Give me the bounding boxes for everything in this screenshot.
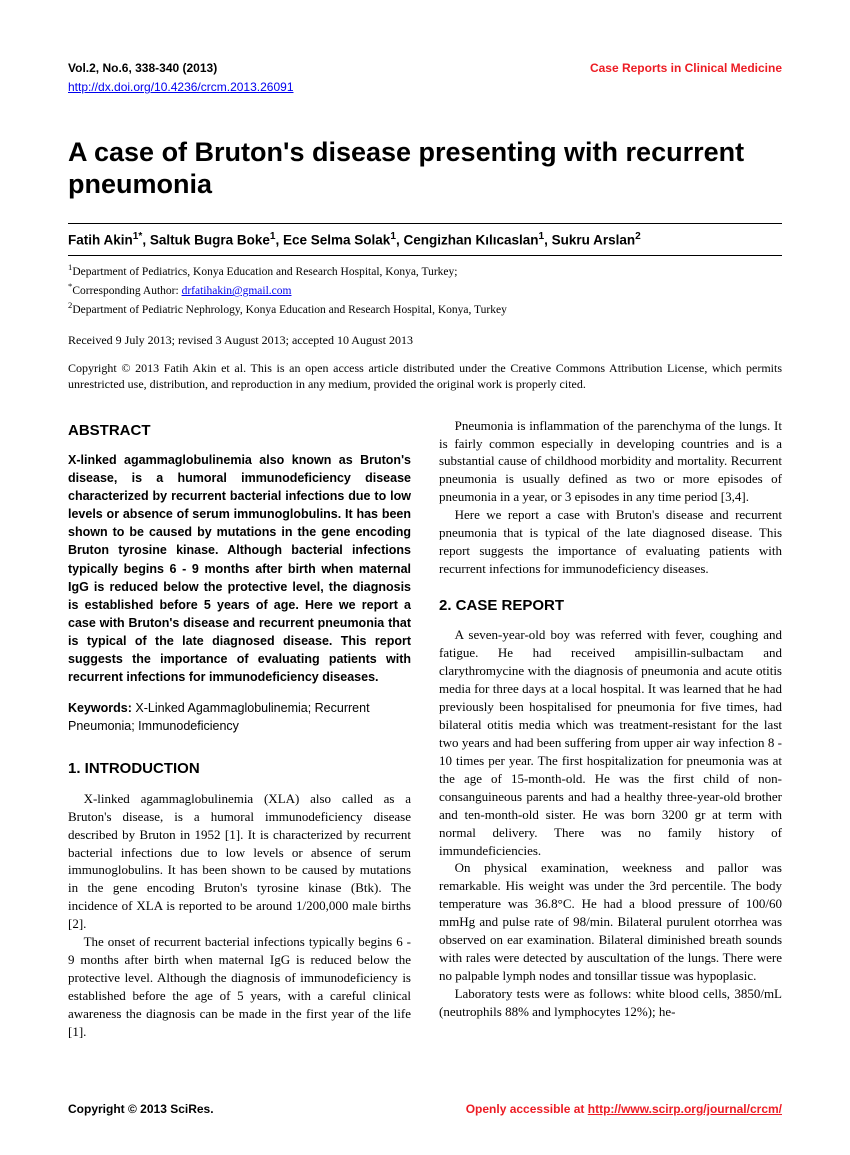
article-title: A case of Bruton's disease presenting wi… [68,136,782,201]
case-report-heading: 2. CASE REPORT [439,596,782,616]
case-paragraph: Laboratory tests were as follows: white … [439,985,782,1021]
affiliation-2: Department of Pediatric Nephrology, Kony… [72,304,507,316]
intro-paragraph: Pneumonia is inflammation of the parench… [439,417,782,507]
case-paragraph: On physical examination, weekness and pa… [439,859,782,985]
journal-name: Case Reports in Clinical Medicine [590,60,782,76]
footer-journal-link[interactable]: http://www.scirp.org/journal/crcm/ [588,1102,782,1116]
corresponding-email-link[interactable]: drfatihakin@gmail.com [182,285,292,297]
intro-heading: 1. INTRODUCTION [68,759,411,779]
footer-open-access: Openly accessible at http://www.scirp.or… [466,1101,782,1117]
abstract-heading: ABSTRACT [68,421,411,441]
authors-line: Fatih Akin1*, Saltuk Bugra Boke1, Ece Se… [68,223,782,257]
intro-paragraph: The onset of recurrent bacterial infecti… [68,933,411,1041]
keywords-block: Keywords: X-Linked Agammaglobulinemia; R… [68,700,411,735]
case-paragraph: A seven-year-old boy was referred with f… [439,626,782,859]
affiliation-1: Department of Pediatrics, Konya Educatio… [72,266,457,278]
footer-copyright: Copyright © 2013 SciRes. [68,1101,214,1117]
copyright-notice: Copyright © 2013 Fatih Akin et al. This … [68,360,782,392]
article-body: ABSTRACT X-linked agammaglobulinemia als… [68,417,782,1041]
affiliations-block: 1Department of Pediatrics, Konya Educati… [68,261,782,318]
intro-paragraph: X-linked agammaglobulinemia (XLA) also c… [68,790,411,934]
corresponding-label: Corresponding Author: [72,285,178,297]
header-row: Vol.2, No.6, 338-340 (2013) Case Reports… [68,60,782,76]
doi-link[interactable]: http://dx.doi.org/10.4236/crcm.2013.2609… [68,80,294,94]
intro-paragraph: Here we report a case with Bruton's dise… [439,506,782,578]
abstract-text: X-linked agammaglobulinemia also known a… [68,451,411,687]
page-footer: Copyright © 2013 SciRes. Openly accessib… [68,1101,782,1117]
citation-text: Vol.2, No.6, 338-340 (2013) [68,60,217,76]
article-dates: Received 9 July 2013; revised 3 August 2… [68,332,782,348]
keywords-label: Keywords: [68,701,132,715]
